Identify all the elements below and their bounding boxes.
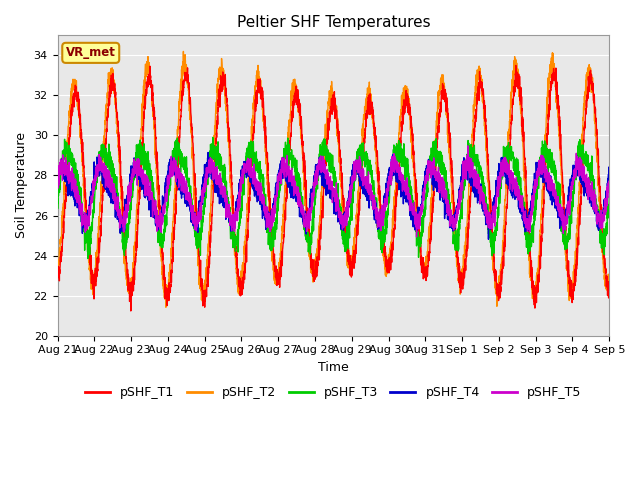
Title: Peltier SHF Temperatures: Peltier SHF Temperatures [237,15,430,30]
X-axis label: Time: Time [318,361,349,374]
Text: VR_met: VR_met [66,47,116,60]
Legend: pSHF_T1, pSHF_T2, pSHF_T3, pSHF_T4, pSHF_T5: pSHF_T1, pSHF_T2, pSHF_T3, pSHF_T4, pSHF… [80,382,587,405]
Y-axis label: Soil Temperature: Soil Temperature [15,132,28,239]
